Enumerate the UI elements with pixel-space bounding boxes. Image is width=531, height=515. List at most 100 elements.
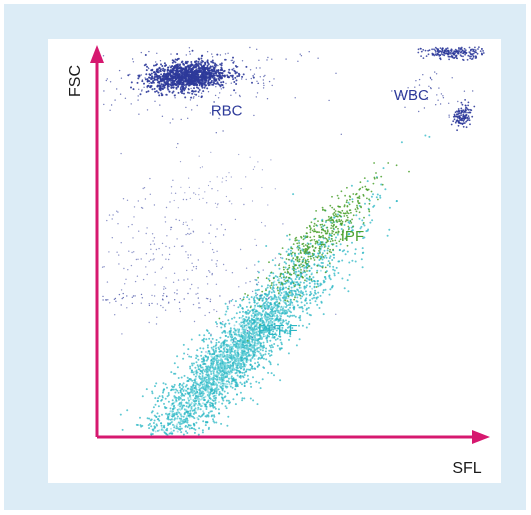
scatter-point xyxy=(237,361,240,364)
scatter-point xyxy=(317,255,320,257)
scatter-point xyxy=(369,221,372,224)
scatter-point xyxy=(230,369,233,372)
scatter-point xyxy=(309,285,311,288)
scatter-point xyxy=(191,385,194,387)
scatter-point xyxy=(217,97,220,99)
scatter-point xyxy=(163,81,166,84)
scatter-point xyxy=(315,224,318,227)
scatter-point xyxy=(340,212,342,214)
scatter-point xyxy=(223,346,226,349)
scatter-point xyxy=(160,399,163,402)
scatter-point xyxy=(299,281,302,284)
scatter-point xyxy=(218,355,221,358)
scatter-point xyxy=(346,244,349,247)
scatter-point xyxy=(198,76,201,79)
scatter-point xyxy=(335,231,338,234)
scatter-point xyxy=(306,226,308,229)
scatter-point xyxy=(168,432,171,435)
scatter-point xyxy=(262,333,265,336)
scatter-point xyxy=(211,414,214,417)
scatter-point xyxy=(247,294,249,297)
scatter-point xyxy=(132,61,135,63)
scatter-point xyxy=(363,224,366,227)
scatter-point xyxy=(249,397,252,400)
scatter-point xyxy=(211,70,214,72)
scatter-point xyxy=(161,395,164,397)
scatter-point xyxy=(263,296,266,299)
scatter-point xyxy=(252,76,255,79)
scatter-point xyxy=(254,351,257,354)
scatter-point xyxy=(242,345,245,348)
scatter-point xyxy=(130,103,132,105)
scatter-point xyxy=(165,412,168,415)
scatter-point xyxy=(327,247,329,250)
scatter-point xyxy=(215,74,218,77)
scatter-point xyxy=(257,301,260,304)
scatter-point xyxy=(155,61,157,63)
scatter-point xyxy=(188,50,191,53)
scatter-point xyxy=(183,352,186,355)
scatter-point xyxy=(329,278,332,281)
scatter-point xyxy=(296,259,299,261)
scatter-point xyxy=(347,230,350,233)
scatter-point xyxy=(274,312,277,315)
scatter-point xyxy=(217,374,220,377)
scatter-point xyxy=(282,307,284,310)
scatter-point xyxy=(265,306,268,309)
scatter-point xyxy=(224,374,226,377)
scatter-point xyxy=(321,258,324,261)
scatter-point xyxy=(147,90,150,93)
scatter-point xyxy=(230,335,233,338)
scatter-point xyxy=(195,70,198,73)
scatter-point xyxy=(232,75,234,77)
scatter-point xyxy=(223,324,226,326)
scatter-point xyxy=(287,352,290,355)
scatter-point xyxy=(206,87,209,90)
scatter-point xyxy=(320,300,323,303)
scatter-point xyxy=(273,314,276,317)
scatter-point xyxy=(178,402,181,404)
scatter-point xyxy=(277,325,280,328)
scatter-point xyxy=(373,176,376,179)
scatter-point xyxy=(428,135,431,138)
scatter-point xyxy=(310,257,312,260)
scatter-point xyxy=(204,385,207,388)
scatter-point xyxy=(257,276,259,279)
scatter-point xyxy=(242,376,245,379)
scatter-point xyxy=(294,268,297,271)
scatter-point xyxy=(234,329,237,332)
scatter-point xyxy=(193,413,196,415)
scatter-point xyxy=(329,288,332,291)
scatter-point xyxy=(161,426,164,429)
scatter-point xyxy=(351,229,354,232)
scatter-point xyxy=(308,282,311,285)
scatter-point xyxy=(229,355,232,358)
scatter-point xyxy=(302,248,305,251)
scatter-point xyxy=(258,356,260,359)
scatter-point xyxy=(304,290,307,293)
scatter-point xyxy=(226,373,229,376)
scatter-point xyxy=(265,297,268,300)
scatter-point xyxy=(240,351,243,354)
scatter-point xyxy=(215,347,217,350)
scatter-point xyxy=(270,306,273,309)
scatter-point xyxy=(176,65,179,68)
scatter-point xyxy=(219,92,221,94)
scatter-point xyxy=(210,373,213,375)
scatter-point xyxy=(296,293,299,296)
scatter-point xyxy=(235,382,238,385)
scatter-point xyxy=(321,254,323,256)
scatter-point xyxy=(297,239,300,242)
scatter-point xyxy=(193,96,195,98)
scatter-point xyxy=(204,405,207,408)
scatter-point xyxy=(281,285,284,287)
scatter-point xyxy=(246,355,249,358)
scatter-point xyxy=(238,94,241,97)
scatter-point xyxy=(288,285,291,288)
scatter-point xyxy=(193,431,196,434)
scatter-point xyxy=(208,369,211,372)
scatter-point xyxy=(182,357,185,360)
scatter-point xyxy=(337,260,340,263)
scatter-point xyxy=(260,318,263,321)
scatter-point xyxy=(187,380,190,382)
